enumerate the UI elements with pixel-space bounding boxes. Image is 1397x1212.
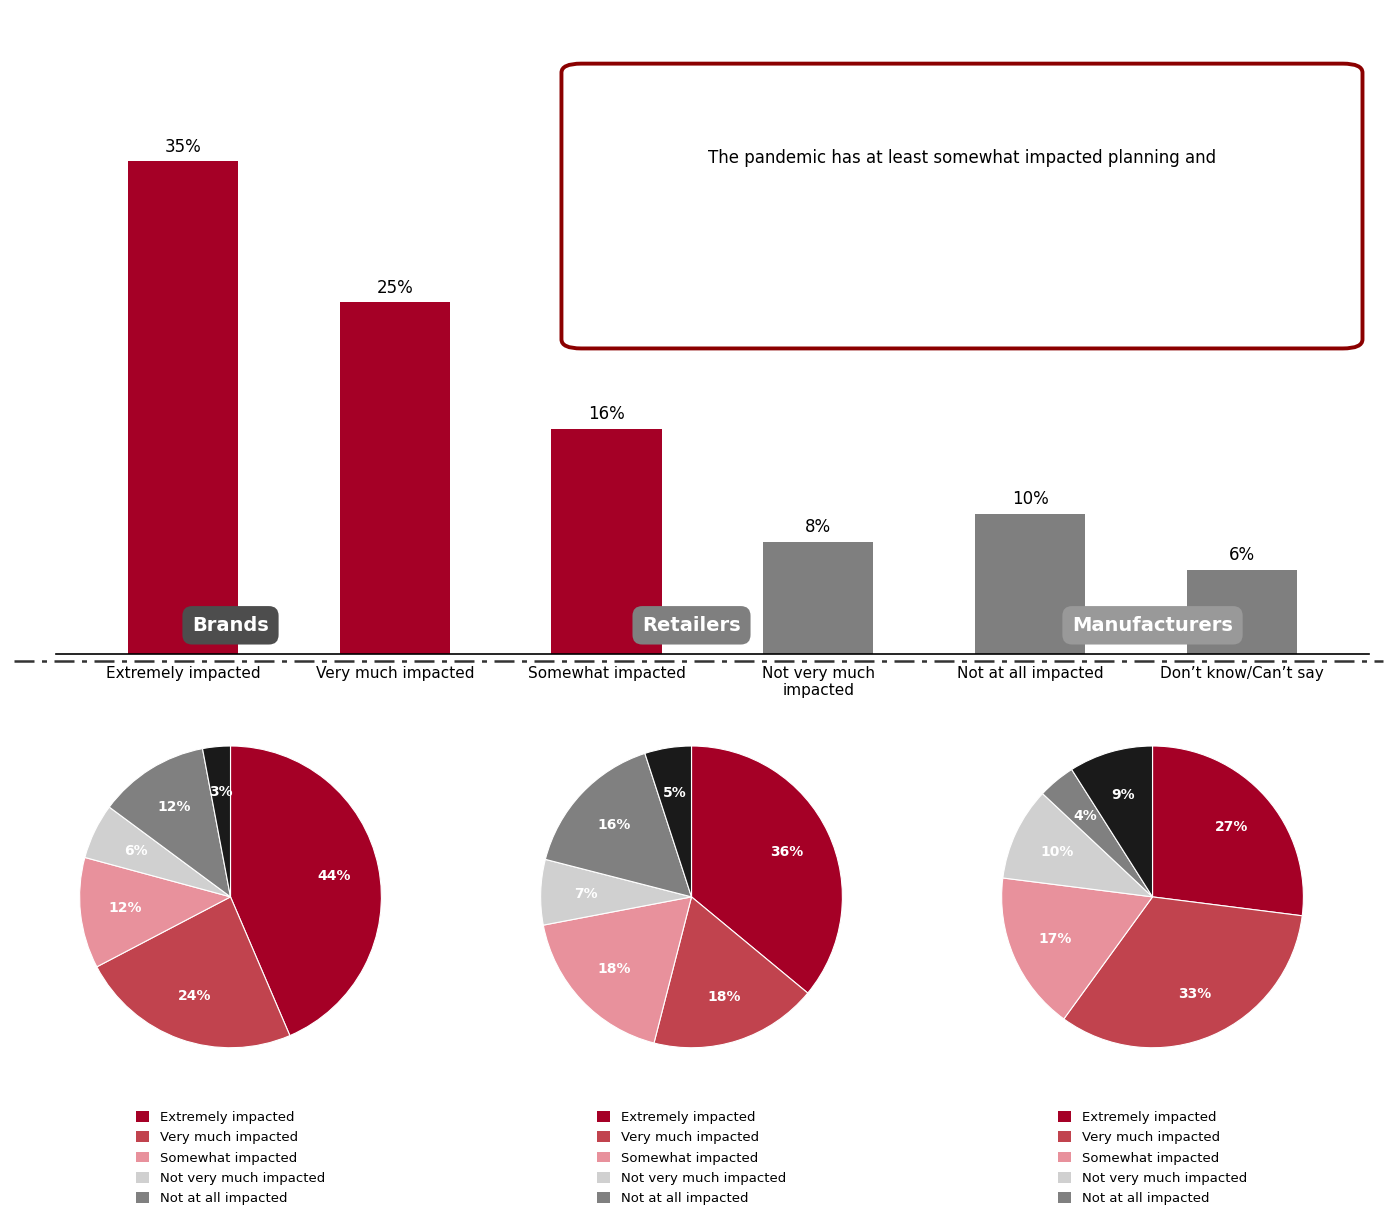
Wedge shape <box>1003 794 1153 897</box>
Wedge shape <box>692 747 842 993</box>
Legend: Extremely impacted, Very much impacted, Somewhat impacted, Not very much impacte: Extremely impacted, Very much impacted, … <box>136 1111 326 1212</box>
Text: 27%: 27% <box>1215 821 1249 834</box>
Text: Manufacturers: Manufacturers <box>1071 616 1234 635</box>
Text: forecasting processes for: forecasting processes for <box>961 251 1175 269</box>
Text: 10%: 10% <box>1041 845 1074 859</box>
Text: 24%: 24% <box>179 989 212 1004</box>
Legend: Extremely impacted, Very much impacted, Somewhat impacted, Not very much impacte: Extremely impacted, Very much impacted, … <box>597 1111 787 1212</box>
Text: 6%: 6% <box>1229 547 1255 565</box>
Text: 35%: 35% <box>165 138 201 155</box>
Text: 16%: 16% <box>598 818 631 831</box>
Legend: Extremely impacted, Very much impacted, Somewhat impacted, Not very much impacte: Extremely impacted, Very much impacted, … <box>1058 1111 1248 1212</box>
Bar <box>552 429 662 654</box>
Text: 44%: 44% <box>317 869 351 882</box>
Wedge shape <box>1153 747 1303 916</box>
Wedge shape <box>96 897 289 1047</box>
Wedge shape <box>654 897 807 1047</box>
Wedge shape <box>109 749 231 897</box>
Text: 18%: 18% <box>598 962 631 976</box>
Text: 4%: 4% <box>1073 808 1097 823</box>
Text: forecasting processes for 76% of businesses: forecasting processes for 76% of busines… <box>777 256 1147 274</box>
Text: 33%: 33% <box>1178 987 1211 1001</box>
Wedge shape <box>203 747 231 897</box>
Wedge shape <box>543 897 692 1044</box>
Text: 36%: 36% <box>771 845 803 859</box>
Text: 18%: 18% <box>707 990 740 1005</box>
Text: 8%: 8% <box>805 518 831 536</box>
Text: 16%: 16% <box>588 405 624 423</box>
Wedge shape <box>1065 897 1302 1047</box>
FancyBboxPatch shape <box>562 64 1362 349</box>
Text: 9%: 9% <box>1111 789 1134 802</box>
Text: 12%: 12% <box>158 800 191 814</box>
Text: 25%: 25% <box>376 279 414 297</box>
Text: 3%: 3% <box>210 784 232 799</box>
Bar <box>975 514 1085 654</box>
Wedge shape <box>545 754 692 897</box>
Wedge shape <box>80 857 231 967</box>
Bar <box>763 542 873 654</box>
Bar <box>1187 570 1296 654</box>
Wedge shape <box>231 747 381 1035</box>
Text: 12%: 12% <box>109 902 142 915</box>
Wedge shape <box>85 807 231 897</box>
Text: Brands: Brands <box>193 616 268 635</box>
Wedge shape <box>1071 747 1153 897</box>
Text: 6%: 6% <box>124 844 147 858</box>
Text: 5%: 5% <box>664 785 687 800</box>
Text: 7%: 7% <box>574 886 598 901</box>
Wedge shape <box>541 859 692 925</box>
Text: 10%: 10% <box>1011 490 1049 508</box>
Wedge shape <box>645 747 692 897</box>
Text: of businesses: of businesses <box>963 251 1081 269</box>
Wedge shape <box>1002 877 1153 1019</box>
Text: 17%: 17% <box>1039 932 1073 945</box>
Bar <box>129 161 237 654</box>
Text: Retailers: Retailers <box>643 616 740 635</box>
Text: 76%: 76% <box>961 251 1002 269</box>
Wedge shape <box>1042 770 1153 897</box>
Text: The pandemic has at least somewhat impacted planning and: The pandemic has at least somewhat impac… <box>708 149 1215 167</box>
Bar <box>339 302 450 654</box>
